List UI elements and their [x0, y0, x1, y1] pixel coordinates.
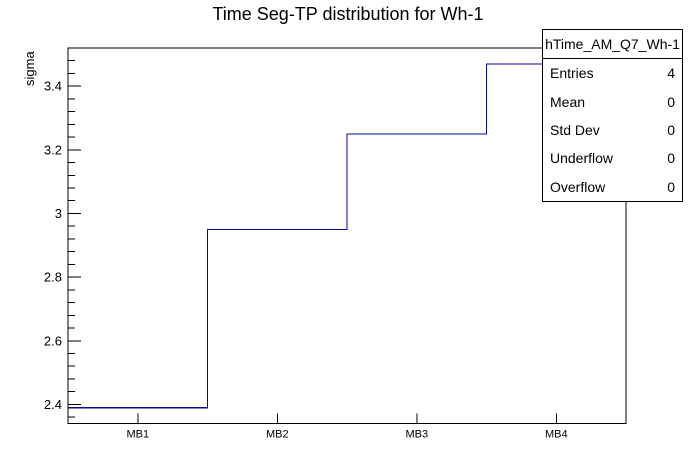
chart-title: Time Seg-TP distribution for Wh-1 — [212, 4, 484, 24]
stats-row-label: Overflow — [550, 178, 606, 195]
stats-box-rows: Entries 4 Mean 0 Std Dev 0 Underflow 0 Overflow 0 — [543, 59, 682, 201]
y-tick-label: 3.2 — [44, 142, 62, 157]
stats-row-label: Entries — [550, 65, 594, 82]
stats-box-title: hTime_AM_Q7_Wh-1 — [543, 30, 682, 59]
x-axis-ticks — [137, 413, 557, 424]
stats-row-value: 0 — [667, 150, 675, 167]
stats-row: Entries 4 — [543, 59, 682, 87]
stats-box: hTime_AM_Q7_Wh-1 Entries 4 Mean 0 Std Dev 0 Un… — [542, 29, 683, 202]
stats-row-label: Mean — [550, 93, 586, 110]
stats-row: Underflow 0 — [543, 144, 682, 172]
stats-row: Mean 0 — [543, 87, 682, 115]
y-tick-label: 2.8 — [44, 270, 62, 285]
y-axis-minor-ticks — [68, 47, 75, 418]
stats-row-value: 0 — [667, 122, 675, 139]
x-tick-label: MB4 — [545, 429, 568, 441]
stats-row-label: Underflow — [550, 150, 614, 167]
y-tick-label: 2.6 — [44, 333, 62, 348]
stats-row-value: 0 — [667, 93, 675, 110]
stats-row: Overflow 0 — [543, 173, 682, 201]
x-tick-label: MB3 — [405, 429, 428, 441]
y-tick-label: 3.4 — [44, 79, 62, 94]
y-axis-major-ticks — [68, 85, 81, 405]
y-tick-label: 2.4 — [44, 397, 62, 412]
stats-row: Std Dev 0 — [543, 116, 682, 144]
y-tick-label: 3 — [55, 206, 62, 221]
stats-row-value: 0 — [667, 178, 675, 195]
y-axis-label: sigma — [22, 51, 37, 86]
stats-row-value: 4 — [667, 65, 675, 82]
x-tick-label: MB1 — [126, 429, 149, 441]
stats-row-label: Std Dev — [550, 122, 600, 139]
plot-frame — [67, 47, 627, 424]
x-tick-label: MB2 — [266, 429, 289, 441]
